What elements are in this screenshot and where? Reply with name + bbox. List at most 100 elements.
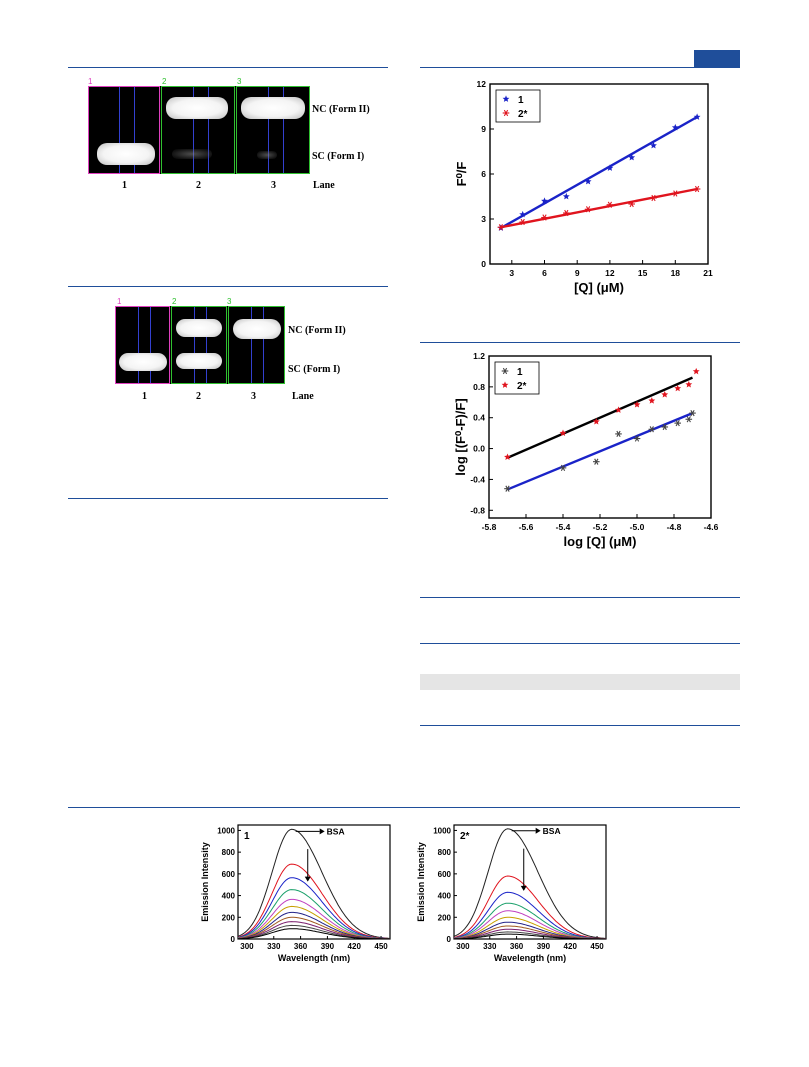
stern-volmer-point-0-6 (628, 153, 636, 161)
stern-volmer-point-1-4 (584, 206, 592, 213)
table-shaded-row (420, 674, 740, 690)
emission-1-annotation-arrowhead (319, 828, 325, 835)
gel2-lane-label: Lane (292, 391, 314, 402)
emission-2-ytick-label-1: 200 (438, 913, 452, 922)
gel1-lane-3 (236, 86, 310, 174)
emission-1-xtick-label-5: 450 (374, 942, 388, 951)
double-log-ytick-label-4: 0.8 (473, 382, 485, 392)
emission-2-xtick-label-5: 450 (590, 942, 604, 951)
rule-left-2 (68, 286, 388, 287)
emission-1-xtick-label-1: 330 (267, 942, 281, 951)
gel1-marker-2: 2 (162, 77, 167, 86)
rule-right-4 (420, 643, 740, 644)
gel1-nc-band-lane2 (166, 97, 228, 119)
stern-volmer-point-1-0 (497, 224, 505, 231)
emission-2-ylabel: Emission Intensity (416, 842, 426, 922)
stern-volmer-point-1-6 (628, 200, 635, 208)
emission-1-ylabel: Emission Intensity (200, 842, 210, 922)
stern-volmer-xlabel: [Q] (μM) (574, 280, 624, 295)
gel1-lane-label: Lane (313, 180, 335, 191)
stern-volmer-ytick-label-4: 12 (477, 79, 487, 89)
gel2-lane-number-2: 2 (196, 391, 201, 402)
rule-left-3 (68, 498, 388, 499)
stern-volmer-legend-label-0: 1 (518, 95, 524, 106)
emission-2-plot-frame (453, 824, 607, 940)
emission-2-curve-2 (453, 891, 607, 940)
stern-volmer-legend-box (495, 89, 541, 123)
gel2-nc-band-lane2 (176, 319, 222, 337)
gel1-lane-2 (161, 86, 235, 174)
double-log-point-1-8 (685, 380, 693, 388)
double-log-point-1-2 (592, 417, 600, 425)
stern-volmer-point-0-3 (562, 192, 570, 200)
emission-1-quench-arrowhead (304, 876, 311, 882)
double-log-point-0-3 (615, 430, 622, 438)
stern-volmer-point-0-9 (693, 113, 701, 120)
stern-volmer-point-1-8 (672, 190, 679, 197)
double-log-ytick-label-1: -0.4 (470, 474, 485, 484)
double-log-ytick-label-3: 0.4 (473, 413, 485, 423)
gel2-sc-band-lane2 (176, 353, 222, 369)
emission-2-xlabel: Wavelength (nm) (494, 953, 566, 963)
emission-1-ytick-label-3: 600 (222, 870, 236, 879)
double-log-point-1-4 (633, 401, 641, 408)
gel2-marker-2: 2 (172, 297, 177, 306)
header-rule-left (68, 67, 388, 68)
gel2-lane-1 (115, 306, 170, 384)
double-log-xtick-label-2: -5.4 (556, 522, 571, 532)
stern-volmer-point-0-5 (606, 164, 614, 171)
stern-volmer-legend-marker-0 (502, 95, 510, 102)
emission-1-ytick-label-4: 800 (222, 848, 236, 857)
double-log-legend-marker-0 (501, 367, 509, 375)
emission-1-plot-frame (237, 824, 391, 940)
emission-1-annotation-label: BSA (327, 826, 345, 836)
stern-volmer-ytick-label-3: 9 (481, 124, 486, 134)
emission-2-panel-label: 2* (460, 831, 470, 842)
stern-volmer-xtick-label-1: 6 (542, 268, 547, 278)
gel1-sc-faint-lane3 (257, 151, 277, 159)
emission-1-xtick-label-4: 420 (348, 942, 362, 951)
double-log-ytick-label-2: 0.0 (473, 444, 485, 454)
double-log-point-0-6 (661, 423, 669, 431)
stern-volmer-point-0-1 (519, 210, 527, 218)
gel1-sc-faint-lane2 (172, 149, 212, 159)
emission-2-xtick-label-2: 360 (510, 942, 524, 951)
double-log-point-0-8 (685, 416, 693, 423)
gel2-marker-3: 3 (227, 297, 232, 306)
double-log-point-1-3 (615, 406, 622, 413)
stern-volmer-ytick-label-2: 6 (481, 169, 486, 179)
emission-spectra-chart-2: 300 330 360 390 420 450 0 200 400 600 800 1000 Wavel… (416, 824, 607, 963)
header-rule-right (420, 67, 740, 68)
emission-2-ytick-label-5: 1000 (433, 826, 451, 835)
double-log-xtick-label-5: -4.8 (667, 522, 682, 532)
emission-2-curve-1 (453, 875, 607, 940)
double-log-chart: -5.8 -5.6 -5.4 -5.2 -5.0 -4.8 -4.6 -0.8 -0.4 0.0 0… (455, 351, 719, 549)
emission-spectra-chart-1: 300 330 360 390 420 450 0 200 400 600 800 1000 Wavel… (200, 824, 391, 963)
emission-1-ytick-label-5: 1000 (217, 826, 235, 835)
double-log-point-0-5 (648, 426, 656, 433)
header-accent-block (694, 50, 740, 67)
gel-image-1 (88, 86, 310, 174)
double-log-point-0-4 (633, 435, 641, 442)
gel2-sc-band-lane1 (119, 353, 167, 371)
stern-volmer-point-0-7 (650, 141, 657, 149)
double-log-point-0-9 (689, 409, 696, 417)
stern-volmer-xtick-label-5: 18 (671, 268, 681, 278)
double-log-point-0-1 (559, 464, 567, 471)
emission-1-xlabel: Wavelength (nm) (278, 953, 350, 963)
gel2-lane-3 (228, 306, 285, 384)
double-log-xtick-label-6: -4.6 (704, 522, 719, 532)
rule-right-5 (420, 725, 740, 726)
gel1-marker-3: 3 (237, 77, 242, 86)
emission-2-ytick-label-0: 0 (447, 935, 452, 944)
gel1-nc-label: NC (Form II) (312, 104, 370, 115)
double-log-point-0-7 (674, 419, 681, 427)
double-log-point-0-2 (593, 458, 600, 465)
double-log-xtick-label-1: -5.6 (519, 522, 534, 532)
emission-2-xtick-label-1: 330 (483, 942, 497, 951)
rule-right-3 (420, 597, 740, 598)
rule-right-2 (420, 342, 740, 343)
emission-1-ytick-label-1: 200 (222, 913, 236, 922)
emission-2-xtick-label-4: 420 (564, 942, 578, 951)
double-log-xtick-label-0: -5.8 (482, 522, 497, 532)
